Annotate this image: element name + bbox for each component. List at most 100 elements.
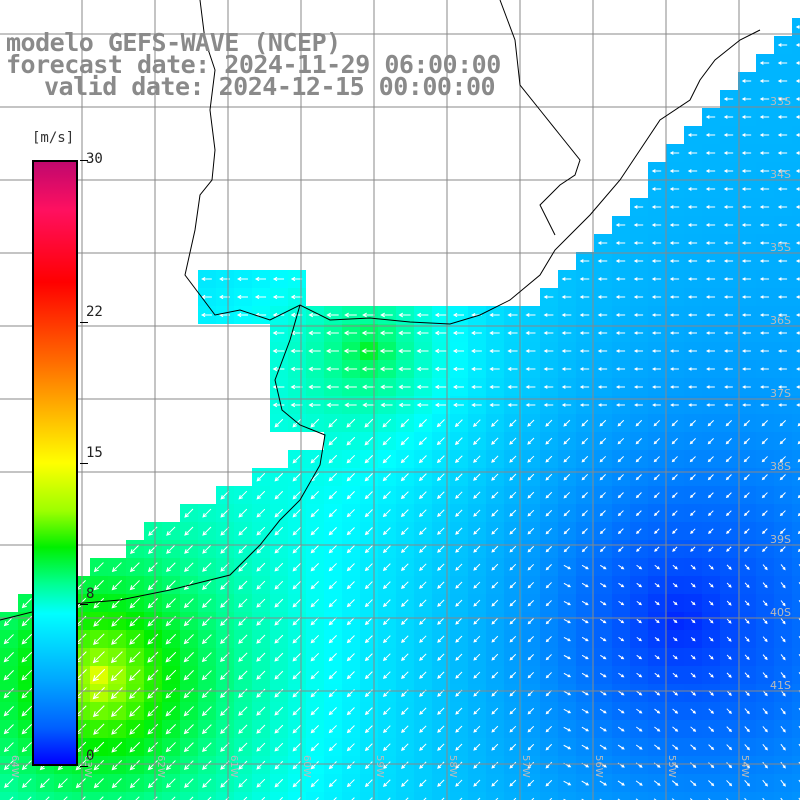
wind-arrow xyxy=(744,762,751,769)
wind-arrow xyxy=(778,385,787,389)
wind-arrow xyxy=(636,726,643,732)
wind-arrow xyxy=(509,581,517,589)
wind-arrow xyxy=(708,528,714,534)
wind-arrow xyxy=(708,564,714,570)
wind-arrow xyxy=(455,707,463,715)
wind-arrow xyxy=(761,419,769,427)
wind-arrow xyxy=(651,313,662,317)
wind-arrow xyxy=(744,618,750,624)
wind-arrow xyxy=(3,634,14,645)
wind-arrow xyxy=(437,707,445,715)
wind-arrow xyxy=(111,778,122,789)
wind-arrow xyxy=(777,187,788,191)
wind-arrow xyxy=(726,672,732,678)
wind-arrow xyxy=(364,761,373,770)
wind-arrow xyxy=(707,510,714,517)
wind-arrow xyxy=(507,403,518,407)
wind-arrow xyxy=(797,530,800,535)
wind-arrow xyxy=(707,492,714,499)
wind-arrow xyxy=(507,349,518,353)
wind-arrow xyxy=(93,597,105,609)
wind-arrow xyxy=(165,562,176,573)
wind-arrow xyxy=(672,690,679,696)
wind-arrow xyxy=(147,669,159,681)
wind-arrow xyxy=(705,223,716,227)
wind-arrow xyxy=(525,403,536,407)
wind-arrow xyxy=(723,277,734,281)
colorbar-label: 15 xyxy=(86,445,103,461)
wind-arrow xyxy=(92,705,105,718)
wind-arrow xyxy=(509,653,517,661)
wind-arrow xyxy=(545,725,553,733)
wind-arrow xyxy=(669,277,680,281)
wind-arrow xyxy=(382,581,391,590)
wind-arrow xyxy=(616,403,625,407)
wind-arrow xyxy=(761,474,768,481)
wind-arrow xyxy=(473,581,481,589)
colorbar-unit: [m/s] xyxy=(32,130,75,146)
wind-arrow xyxy=(724,367,733,371)
wind-cell xyxy=(198,792,216,800)
wind-arrow xyxy=(780,725,786,733)
wind-cell xyxy=(792,432,800,450)
wind-arrow xyxy=(21,778,32,789)
wind-arrow xyxy=(509,707,517,715)
wind-arrow xyxy=(455,761,463,769)
wind-arrow xyxy=(651,367,661,371)
wind-arrow xyxy=(687,187,698,191)
lon-label: 56W xyxy=(593,755,604,778)
wind-arrow xyxy=(21,742,32,753)
wind-arrow xyxy=(256,562,266,572)
wind-arrow xyxy=(400,473,409,482)
wind-arrow xyxy=(437,725,445,733)
wind-arrow xyxy=(617,726,625,732)
wind-arrow xyxy=(654,637,660,642)
wind-arrow xyxy=(310,634,320,644)
wind-arrow xyxy=(416,312,429,318)
wind-cell xyxy=(792,486,800,504)
wind-arrow xyxy=(401,599,409,607)
wind-arrow xyxy=(795,277,800,281)
wind-arrow xyxy=(21,633,33,645)
wind-arrow xyxy=(434,402,447,408)
wind-arrow xyxy=(597,277,608,281)
colorbar-tick xyxy=(80,766,88,767)
wind-arrow xyxy=(491,527,499,535)
wind-arrow xyxy=(473,707,481,715)
wind-arrow xyxy=(759,295,770,299)
wind-arrow xyxy=(741,295,752,299)
wind-arrow xyxy=(669,259,680,263)
wind-arrow xyxy=(741,223,752,227)
wind-arrow xyxy=(274,562,284,572)
wind-cell xyxy=(576,792,594,800)
wind-arrow xyxy=(744,744,750,751)
wind-arrow xyxy=(689,456,696,463)
wind-arrow xyxy=(688,385,697,389)
wind-arrow xyxy=(705,313,716,317)
wind-arrow xyxy=(723,187,734,191)
wind-arrow xyxy=(741,97,752,101)
wind-arrow xyxy=(379,348,394,354)
wind-arrow xyxy=(726,528,732,534)
wind-arrow xyxy=(491,455,499,463)
wind-arrow xyxy=(797,422,800,427)
wind-arrow xyxy=(401,743,409,751)
wind-cell xyxy=(792,540,800,558)
wind-arrow xyxy=(292,634,302,644)
wind-arrow xyxy=(599,672,607,678)
wind-arrow xyxy=(636,564,643,570)
wind-arrow xyxy=(279,796,284,800)
wind-arrow xyxy=(382,473,391,482)
wind-arrow xyxy=(495,797,499,800)
wind-arrow xyxy=(705,331,715,335)
wind-arrow xyxy=(400,527,409,536)
wind-arrow xyxy=(416,402,429,408)
wind-arrow xyxy=(92,687,105,700)
wind-arrow xyxy=(760,349,769,353)
wind-arrow xyxy=(148,526,158,536)
wind-arrow xyxy=(597,331,608,335)
wind-arrow xyxy=(543,367,554,371)
wind-arrow xyxy=(690,690,696,696)
wind-arrow xyxy=(527,779,535,787)
wind-arrow xyxy=(708,762,715,769)
